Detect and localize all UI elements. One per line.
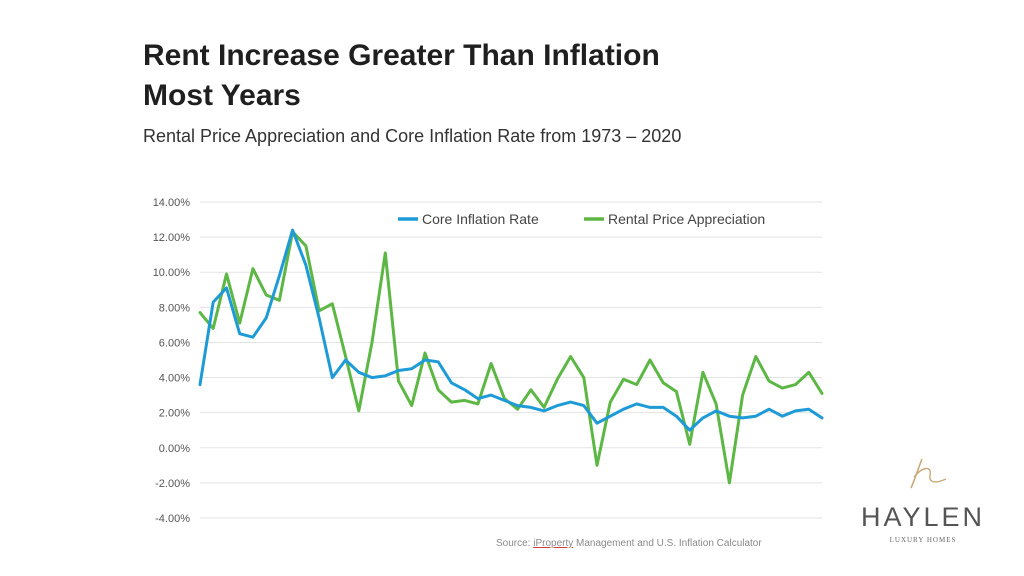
y-tick-label: 10.00% — [153, 267, 191, 279]
y-tick-label: -4.00% — [155, 513, 190, 525]
logo-tagline: LUXURY HOMES — [889, 536, 957, 544]
source-note: Source: iProperty Management and U.S. In… — [496, 538, 762, 549]
chart-series — [198, 228, 824, 485]
y-axis-ticks: -4.00% -2.00% 0.00% 2.00% 4.00% 6.00% 8.00% 10.… — [153, 197, 191, 525]
logo-name: HAYLEN — [860, 502, 986, 532]
source-suffix: Management and U.S. Inflation Calculator — [573, 538, 762, 549]
source-link-text: iProperty — [533, 538, 574, 549]
y-tick-label: 12.00% — [153, 232, 191, 244]
chart-legend: Core Inflation Rate Rental Price Apprecia… — [398, 211, 765, 227]
logo-mark-icon — [910, 458, 947, 489]
y-tick-label: 6.00% — [159, 337, 190, 349]
chart-subtitle: Rental Price Appreciation and Core Infla… — [143, 126, 682, 146]
core-inflation-line — [198, 228, 824, 432]
legend-core-inflation-label: Core Inflation Rate — [422, 211, 539, 227]
source-prefix: Source: — [496, 538, 534, 549]
haylen-logo: HAYLEN LUXURY HOMES — [858, 455, 988, 545]
y-tick-label: 2.00% — [159, 408, 190, 420]
y-tick-label: 0.00% — [159, 443, 190, 455]
y-tick-label: 4.00% — [159, 373, 190, 385]
y-tick-label: 14.00% — [153, 197, 191, 209]
rental-appreciation-line — [198, 230, 824, 485]
page-title: Rent Increase Greater Than Inflation Mos… — [143, 36, 863, 116]
y-tick-label: -2.00% — [155, 478, 190, 490]
title-line-1: Rent Increase Greater Than Inflation — [143, 39, 660, 72]
chart-gridlines — [200, 201, 822, 519]
title-line-2: Most Years — [143, 79, 301, 112]
legend-rental-appreciation-label: Rental Price Appreciation — [608, 211, 765, 227]
y-tick-label: 8.00% — [159, 302, 190, 314]
